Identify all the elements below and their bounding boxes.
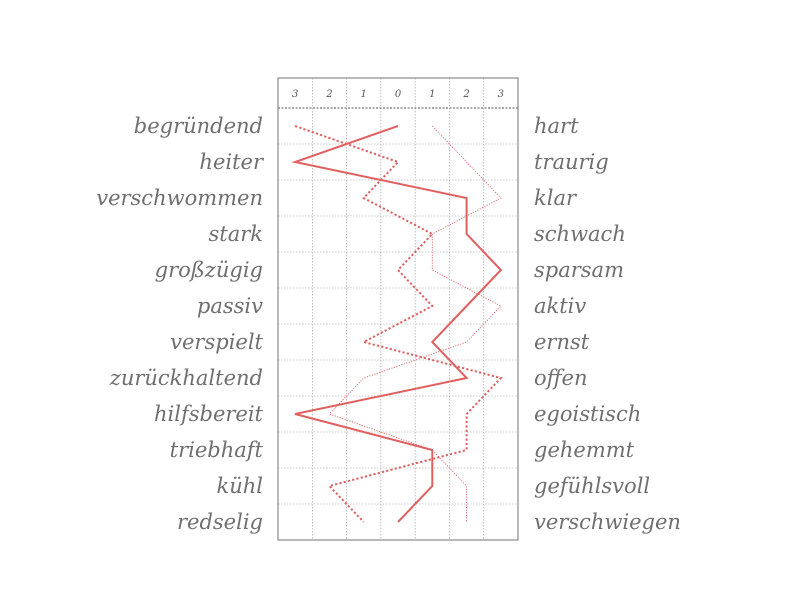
x-tick-label: 3 (292, 89, 298, 100)
right-label: schwach (534, 222, 626, 246)
left-label: stark (209, 222, 264, 246)
x-tick-label: 1 (429, 89, 435, 100)
series-line-2 (294, 125, 503, 523)
right-label: verschwiegen (534, 510, 681, 534)
left-label: verspielt (170, 330, 263, 354)
x-tick-label: 2 (325, 89, 332, 100)
series-line-1 (291, 125, 503, 523)
grid (278, 78, 518, 540)
chart-frame (277, 77, 519, 541)
right-label: ernst (534, 330, 590, 354)
left-label: redselig (177, 510, 263, 534)
left-label: verschwommen (96, 186, 263, 210)
right-label: hart (534, 114, 579, 138)
x-tick-label: 0 (395, 89, 402, 100)
series-line-3 (328, 125, 502, 522)
left-label: begründend (134, 114, 263, 138)
right-label: egoistisch (534, 402, 641, 426)
left-label: heiter (199, 150, 265, 174)
right-label: gefühlsvoll (534, 474, 650, 498)
left-label: triebhaft (170, 438, 264, 462)
left-label: passiv (197, 294, 263, 318)
right-label: gehemmt (534, 438, 635, 462)
left-label: kühl (217, 474, 264, 498)
right-label: aktiv (534, 294, 586, 318)
left-label: großzügig (155, 258, 263, 282)
x-tick-label: 3 (498, 89, 504, 100)
right-label: traurig (534, 150, 609, 174)
x-tick-labels: 3 2 1 0 1 2 3 (292, 89, 504, 100)
left-label: zurückhaltend (109, 366, 263, 390)
right-adjective-labels: hart traurig klar schwach sparsam aktiv ernst o… (534, 114, 681, 534)
right-label: sparsam (534, 258, 624, 282)
right-label: offen (534, 366, 587, 390)
left-label: hilfsbereit (154, 402, 264, 426)
x-tick-label: 1 (361, 89, 367, 100)
x-tick-label: 2 (462, 89, 469, 100)
left-adjective-labels: begründend heiter verschwommen stark großzüg… (96, 114, 265, 534)
right-label: klar (534, 186, 578, 210)
series-lines (291, 125, 503, 523)
